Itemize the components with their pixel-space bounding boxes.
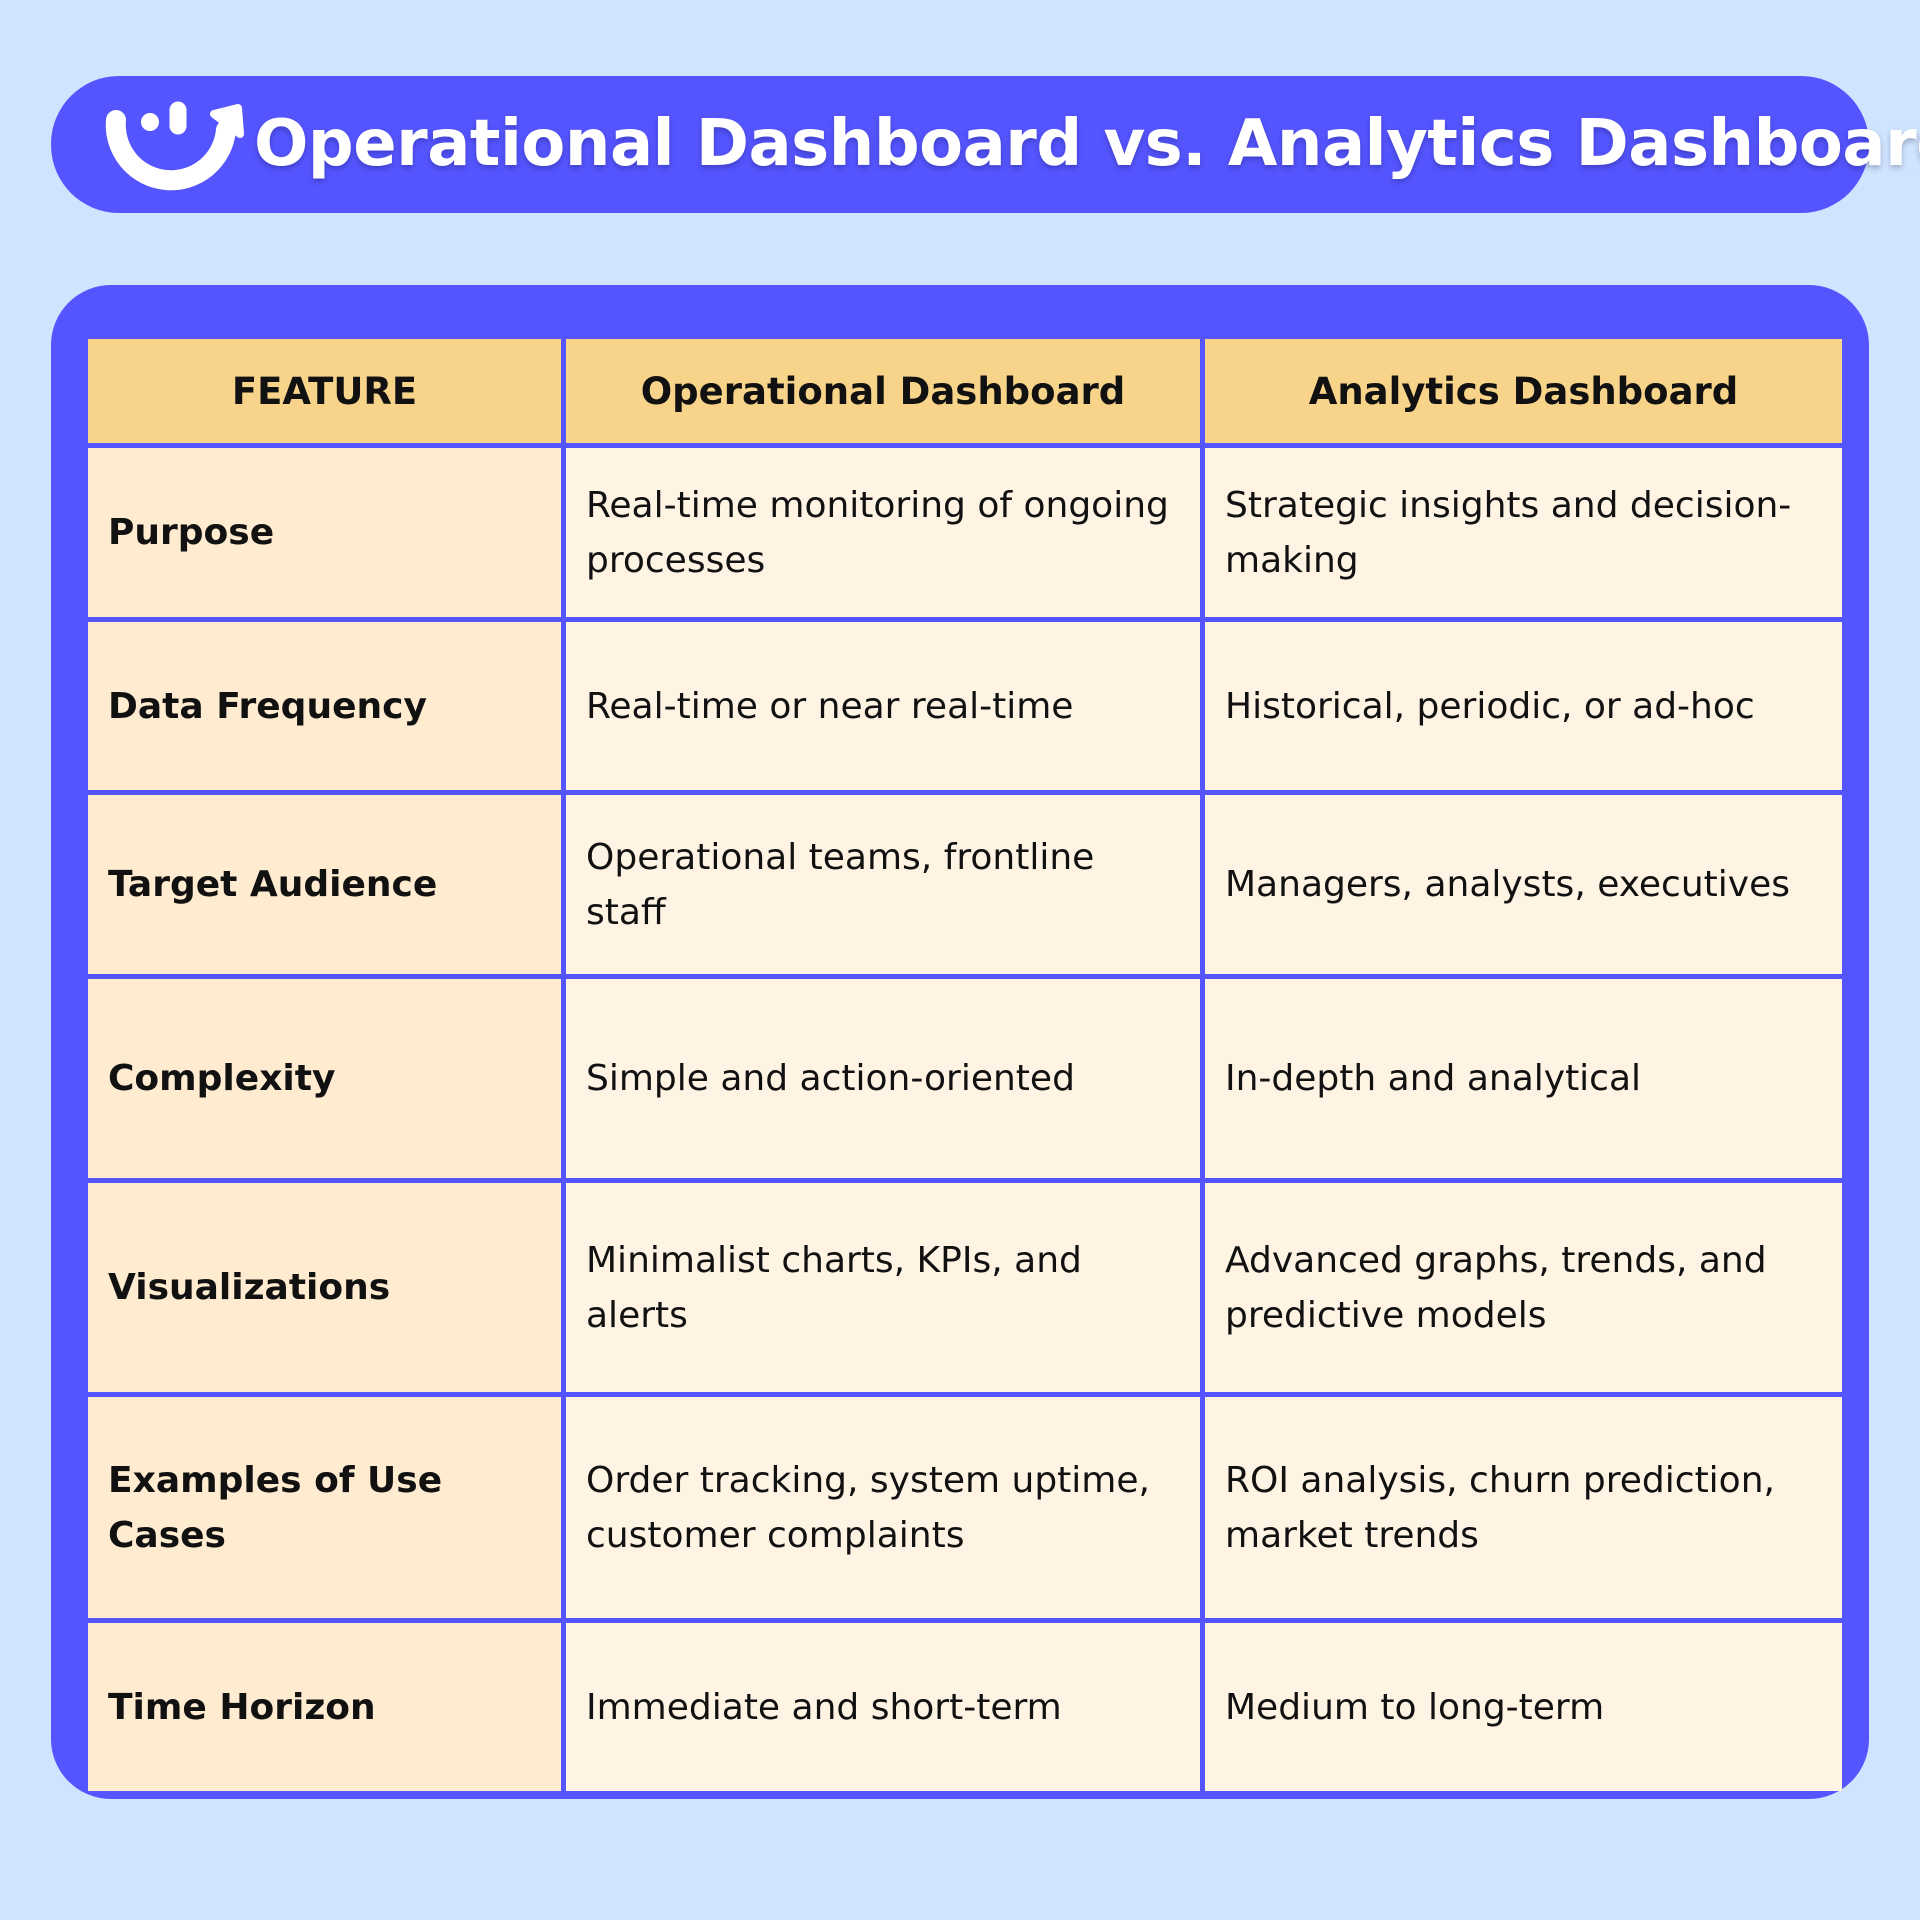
feature-label-cell: Purpose bbox=[88, 448, 561, 617]
analytics-cell: Managers, analysts, executives bbox=[1205, 795, 1842, 974]
header-analytics: Analytics Dashboard bbox=[1205, 339, 1842, 443]
operational-cell: Real-time or near real-time bbox=[566, 622, 1200, 790]
operational-cell: Immediate and short-term bbox=[566, 1623, 1200, 1791]
comparison-table: FEATURE Operational Dashboard Analytics … bbox=[88, 339, 1842, 1791]
operational-cell: Simple and action-oriented bbox=[566, 979, 1200, 1178]
header-feature: FEATURE bbox=[88, 339, 561, 443]
analytics-cell: Medium to long-term bbox=[1205, 1623, 1842, 1791]
smile-arrow-logo-icon bbox=[105, 101, 244, 191]
page-title: Operational Dashboard vs. Analytics Dash… bbox=[254, 107, 1920, 181]
operational-cell: Minimalist charts, KPIs, and alerts bbox=[566, 1183, 1200, 1392]
analytics-cell: Strategic insights and decision-making bbox=[1205, 448, 1842, 617]
feature-label-cell: Complexity bbox=[88, 979, 561, 1178]
feature-label-cell: Target Audience bbox=[88, 795, 561, 974]
operational-cell: Real-time monitoring of ongoing processe… bbox=[566, 448, 1200, 617]
analytics-cell: ROI analysis, churn prediction, market t… bbox=[1205, 1397, 1842, 1618]
title-banner bbox=[51, 76, 1869, 213]
feature-label-cell: Data Frequency bbox=[88, 622, 561, 790]
analytics-cell: In-depth and analytical bbox=[1205, 979, 1842, 1178]
analytics-cell: Historical, periodic, or ad-hoc bbox=[1205, 622, 1842, 790]
feature-label-cell: Examples of Use Cases bbox=[88, 1397, 561, 1618]
feature-label-cell: Visualizations bbox=[88, 1183, 561, 1392]
feature-label-cell: Time Horizon bbox=[88, 1623, 561, 1791]
operational-cell: Operational teams, frontline staff bbox=[566, 795, 1200, 974]
analytics-cell: Advanced graphs, trends, and predictive … bbox=[1205, 1183, 1842, 1392]
header-operational: Operational Dashboard bbox=[566, 339, 1200, 443]
operational-cell: Order tracking, system uptime, customer … bbox=[566, 1397, 1200, 1618]
